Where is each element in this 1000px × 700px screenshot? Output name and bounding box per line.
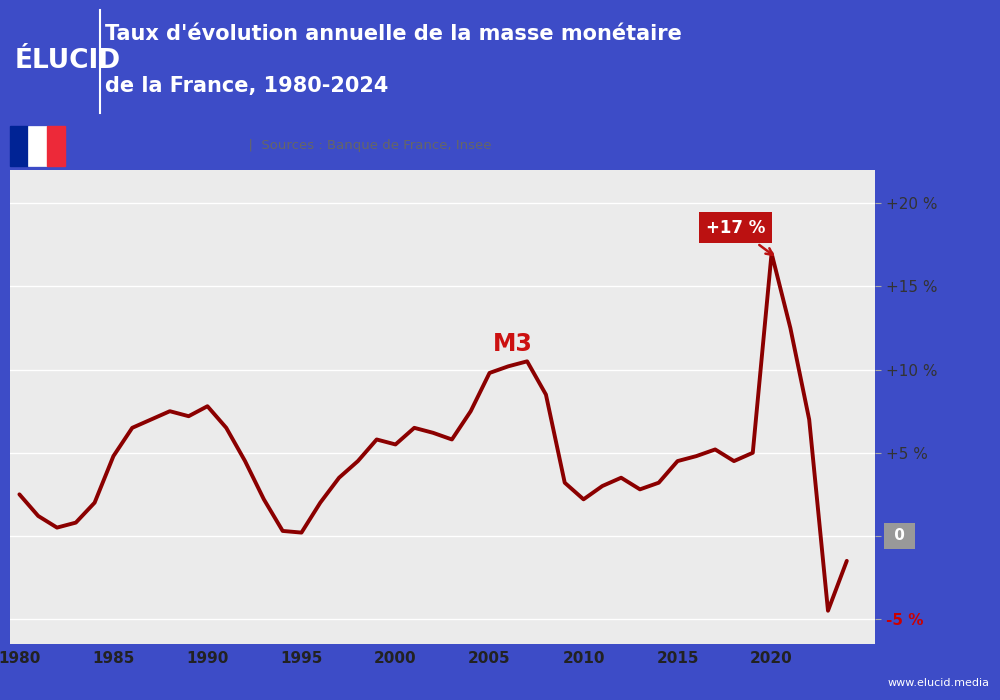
Text: Corrigé de l'inflation. Lissé: Corrigé de l'inflation. Lissé: [85, 139, 261, 152]
Text: ÉLUCID: ÉLUCID: [15, 48, 121, 74]
Bar: [10, 126, 28, 167]
Bar: [47, 126, 65, 167]
Text: de la France, 1980-2024: de la France, 1980-2024: [105, 76, 388, 96]
Text: M3: M3: [493, 332, 533, 356]
Bar: [28, 126, 47, 167]
Text: www.elucid.media: www.elucid.media: [888, 678, 990, 688]
Text: 0: 0: [889, 528, 910, 543]
Text: Taux d'évolution annuelle de la masse monétaire: Taux d'évolution annuelle de la masse mo…: [105, 25, 682, 45]
Text: +17 %: +17 %: [706, 218, 773, 255]
Text: |  Sources : Banque de France, Insee: | Sources : Banque de France, Insee: [240, 139, 492, 152]
